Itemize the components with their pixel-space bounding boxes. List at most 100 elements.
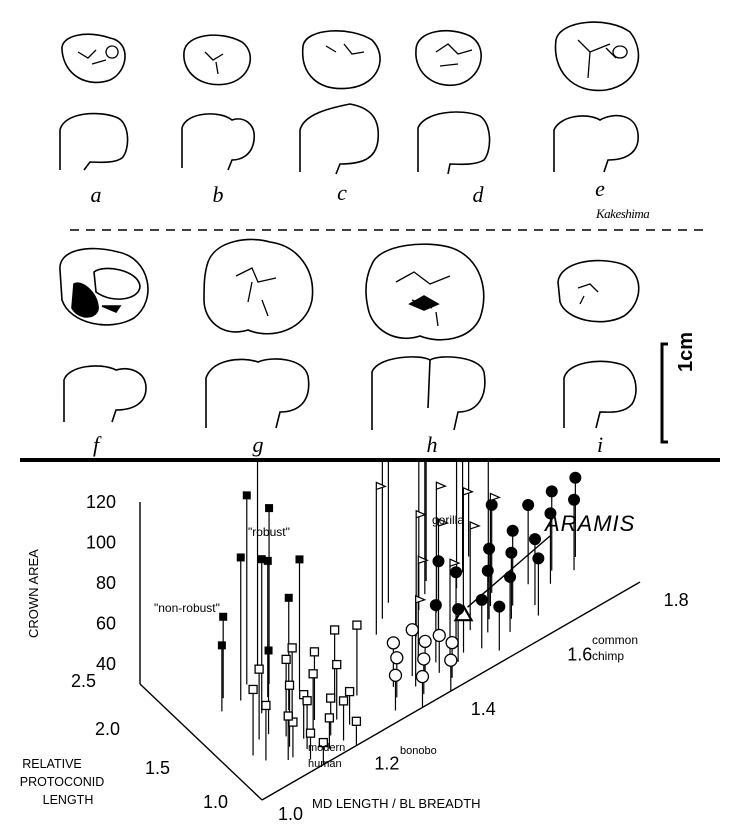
- tooth-drawings: [59, 21, 708, 444]
- point-bonobo-6: [445, 635, 459, 650]
- aramis-label: ARAMIS: [543, 511, 635, 536]
- point-common-chimp-2: [450, 566, 463, 579]
- tooth-d-occlusal: [415, 29, 482, 87]
- panel-divider: [20, 458, 720, 462]
- point-common-chimp-0: [429, 599, 442, 612]
- tooth-e-occlusal: [554, 21, 640, 92]
- group-label-human: human: [308, 758, 342, 770]
- point-non-robust-11: [329, 625, 340, 635]
- point-robust-4: [263, 556, 272, 565]
- point-robust-0: [219, 612, 228, 621]
- point-robust-8: [295, 555, 304, 564]
- label-h: h: [426, 432, 438, 457]
- y-axis-title-line-0: RELATIVE: [22, 757, 82, 771]
- point-common-chimp-4: [481, 564, 494, 577]
- label-c: c: [337, 180, 347, 205]
- point-common-chimp-12: [568, 493, 581, 506]
- point-modern-human-7: [318, 737, 329, 748]
- point-robust-10: [217, 641, 226, 650]
- x-axis-title: MD LENGTH / BL BREADTH: [312, 796, 481, 811]
- point-non-robust-6: [302, 696, 312, 706]
- x-tick-1.6: 1.6: [567, 645, 592, 665]
- label-b: b: [212, 182, 224, 207]
- point-robust-9: [264, 646, 273, 655]
- tooth-f-side: [63, 365, 147, 423]
- point-robust-5: [265, 504, 274, 513]
- tooth-f-occlusal: [59, 247, 149, 326]
- point-gorilla-12: [462, 486, 475, 496]
- group-label-common: common: [592, 633, 638, 647]
- point-gorilla-15: [417, 555, 429, 565]
- z-tick-80: 80: [96, 573, 116, 593]
- z-tick-100: 100: [86, 533, 116, 553]
- tooth-e-side: [553, 114, 639, 173]
- tooth-i-side: [563, 360, 637, 429]
- point-non-robust-2: [254, 664, 264, 674]
- point-common-chimp-3: [475, 593, 488, 606]
- point-gorilla-0: [375, 481, 387, 491]
- point-common-chimp-1: [452, 603, 465, 616]
- point-non-robust-9: [309, 647, 320, 657]
- point-common-chimp-15: [504, 570, 517, 583]
- point-bonobo-2: [415, 669, 430, 684]
- y-tick-2.5: 2.5: [71, 671, 96, 691]
- label-a: a: [90, 182, 102, 207]
- point-bonobo-7: [386, 636, 401, 650]
- y-tick-1.0: 1.0: [203, 792, 228, 812]
- tooth-d-side: [417, 111, 491, 175]
- point-modern-human-4: [326, 693, 336, 703]
- point-common-chimp-13: [569, 471, 582, 484]
- group-label-modern: modern: [308, 742, 345, 754]
- y-axis-title-line-2: LENGTH: [43, 793, 94, 807]
- point-gorilla-17: [469, 520, 481, 530]
- tooth-g-occlusal: [203, 238, 314, 335]
- label-g: g: [252, 432, 264, 457]
- z-tick-60: 60: [96, 613, 116, 633]
- label-d: d: [472, 182, 484, 207]
- point-non-robust-10: [332, 659, 342, 670]
- point-bonobo-9: [432, 628, 446, 643]
- tooth-c-side: [299, 103, 380, 175]
- point-modern-human-0: [288, 717, 298, 727]
- point-robust-3: [242, 491, 251, 500]
- point-non-robust-13: [338, 696, 349, 706]
- point-gorilla-16: [449, 558, 461, 568]
- x-tick-1.0: 1.0: [278, 804, 303, 824]
- tooth-i-occlusal: [557, 259, 640, 323]
- point-non-robust-4: [284, 680, 295, 690]
- x-tick-1.4: 1.4: [471, 699, 496, 719]
- point-bonobo-5: [444, 653, 458, 667]
- tooth-h-side: [371, 356, 486, 431]
- point-common-chimp-9: [522, 499, 535, 512]
- label-f: f: [92, 432, 100, 457]
- point-non-robust-12: [352, 620, 362, 630]
- point-common-chimp-6: [505, 546, 518, 559]
- point-common-chimp-7: [506, 524, 519, 537]
- point-common-chimp-17: [432, 555, 445, 568]
- tooth-h-occlusal: [365, 243, 485, 341]
- point-common-chimp-14: [493, 600, 506, 613]
- x-tick-1.2: 1.2: [374, 754, 399, 774]
- z-tick-40: 40: [96, 654, 116, 674]
- point-common-chimp-18: [485, 498, 498, 511]
- tooth-a-occlusal: [61, 33, 126, 84]
- point-non-robust-7: [287, 643, 297, 653]
- point-non-robust-5: [281, 654, 291, 665]
- point-non-robust-3: [283, 711, 293, 721]
- y-tick-2.0: 2.0: [95, 719, 120, 739]
- label-i: i: [596, 432, 604, 457]
- point-bonobo-4: [418, 634, 432, 649]
- point-bonobo-8: [405, 623, 419, 637]
- group-label-bonobo: bonobo: [400, 745, 437, 757]
- point-gorilla-10: [437, 518, 450, 527]
- point-bonobo-3: [417, 652, 431, 666]
- point-modern-human-3: [324, 713, 335, 723]
- tooth-g-side: [205, 358, 310, 429]
- point-gorilla-9: [415, 509, 427, 519]
- point-robust-1: [236, 553, 245, 562]
- point-common-chimp-10: [544, 507, 557, 520]
- point-bonobo-1: [390, 651, 404, 665]
- label-e: e: [595, 176, 605, 201]
- tooth-drawings-panel: a b c d e Kakeshima f g h i 1cm: [59, 21, 708, 457]
- point-gorilla-18: [415, 594, 427, 604]
